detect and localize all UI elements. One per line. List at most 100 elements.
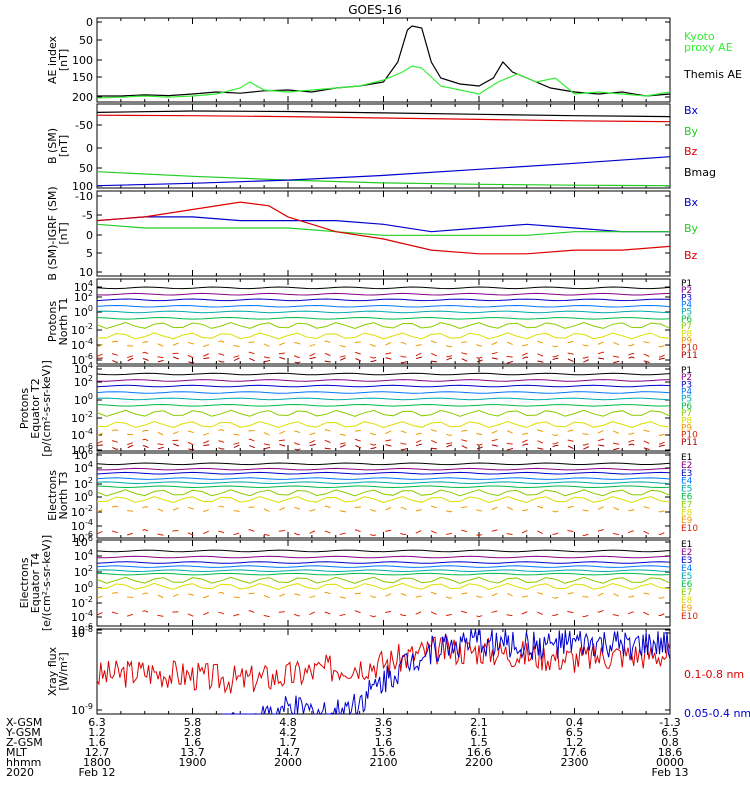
panel-frame	[96, 278, 671, 365]
ephemeris-value: 13.7	[180, 746, 205, 759]
ephemeris-value: 1.2	[88, 726, 106, 739]
y-tick-label: 50	[79, 34, 93, 47]
channel-series	[96, 351, 671, 359]
legend-channel: P11	[681, 351, 698, 361]
channel-series	[97, 582, 671, 590]
channel-series	[96, 304, 671, 308]
legend-channel: E6	[681, 580, 693, 590]
y-axis-label-part: B (SM)	[46, 128, 59, 164]
ephemeris-value: 2300	[561, 756, 589, 769]
channel-series	[96, 403, 671, 407]
channel-series	[96, 477, 671, 480]
y-tick-label: 10-6	[71, 352, 93, 367]
ephemeris-value: 1.2	[566, 736, 584, 749]
channel-series	[96, 298, 671, 302]
y-axis-label-part: B (SM)-IGRF (SM)	[46, 186, 59, 280]
y-axis-label: ProtonsNorth T1	[46, 298, 70, 346]
y-tick-label: 10-6	[71, 622, 93, 637]
y-axis-label-part: North T1	[57, 298, 70, 346]
year-label: 2020	[6, 766, 34, 779]
legend-channel: P2	[681, 286, 692, 296]
ephemeris-value: 1800	[83, 756, 111, 769]
channel-series	[96, 610, 671, 618]
tick-exponent: 2	[88, 564, 93, 573]
tick-base: 10	[71, 354, 85, 367]
tick-exponent: -6	[85, 622, 93, 631]
tick-base: 10	[71, 624, 85, 637]
y-tick-label: -50	[75, 119, 93, 132]
panel-frame	[96, 452, 671, 539]
channel-series	[96, 397, 671, 401]
legend-channel: E7	[681, 500, 692, 510]
y-tick-label: 10-9	[71, 702, 93, 717]
y-tick-label: 102	[74, 476, 93, 491]
ephemeris-value: 18.6	[658, 746, 683, 759]
ephemeris-value: 1.6	[88, 736, 106, 749]
panel-frame	[96, 190, 671, 277]
ephemeris-row-label: Z-GSM	[6, 736, 43, 749]
legend-channel: E10	[681, 612, 698, 622]
tick-exponent: 0	[88, 580, 93, 589]
panel-frame	[96, 365, 671, 452]
ephemeris-value: 1900	[179, 756, 207, 769]
channel-series	[96, 316, 671, 320]
legend-text: 0.1-0.8 nm	[684, 668, 744, 681]
ephemeris-value: 16.6	[467, 746, 492, 759]
series-kyoto-proxy-ae	[96, 65, 671, 99]
legend-entry: Bmag	[684, 166, 716, 179]
legend-channel: P2	[681, 373, 692, 383]
ephemeris-value: 14.7	[276, 746, 301, 759]
channel-series	[96, 555, 671, 559]
tick-base: 10	[71, 429, 85, 442]
legend-entry: Bz	[684, 145, 698, 158]
legend-channel: P7	[681, 409, 692, 419]
series-bx	[96, 156, 671, 187]
panel-frame	[96, 17, 671, 103]
tick-exponent: -2	[85, 322, 93, 331]
channel-series	[96, 591, 671, 599]
x-axis-ephemeris-table: X-GSM 6.3 5.8 4.8 3.6 2.1 0.4 -1.3 Y-GSM 1.2 2.8 4.…	[5, 716, 688, 779]
y-tick-label: 100	[72, 54, 93, 67]
ephemeris-row-label: X-GSM	[6, 716, 42, 729]
legend-entry: Bx	[684, 196, 699, 209]
series-xray	[221, 628, 671, 716]
tick-base: 10	[71, 627, 85, 640]
y-tick-label: -10	[75, 190, 93, 203]
y-tick-label: 200	[72, 91, 93, 104]
legend-entry: By	[684, 222, 699, 235]
y-axis-label: B (SM)-IGRF (SM)[nT]	[46, 186, 70, 280]
legend: Bx By Bz Bmag	[684, 104, 716, 179]
legend-text: By	[684, 222, 699, 235]
legend-channel: P5	[681, 395, 692, 405]
channel-series	[97, 495, 671, 504]
panel-frame	[96, 539, 671, 627]
ephemeris-value: 17.6	[562, 746, 587, 759]
y-tick-label: 50	[79, 162, 93, 175]
y-tick-label: 10-4	[71, 518, 93, 533]
y-axis-label-part: [nT]	[57, 135, 70, 157]
tick-exponent: -2	[85, 410, 93, 419]
ephemeris-value: 6.1	[470, 726, 488, 739]
ephemeris-value: 1.6	[375, 736, 393, 749]
channel-series	[96, 462, 671, 466]
ephemeris-row-label: MLT	[6, 746, 27, 759]
y-axis-label-part: [nT]	[57, 222, 70, 244]
y-axis-label-part: Xray flux	[46, 646, 59, 696]
y-tick-label: -5	[82, 209, 93, 222]
tick-exponent: -6	[85, 530, 93, 539]
legend-channel: P6	[681, 402, 692, 412]
y-axis-label-part: [nT]	[57, 49, 70, 71]
y-tick-label: 102	[74, 564, 93, 579]
legend-text: Bz	[684, 249, 698, 262]
channel-series	[96, 485, 671, 489]
ephemeris-value: 5.3	[375, 726, 393, 739]
y-axis-label: ElectronsNorth T3	[46, 470, 70, 521]
legend-channel: P10	[681, 344, 698, 354]
ephemeris-value: 1.7	[279, 736, 297, 749]
ephemeris-value: 0000	[656, 756, 684, 769]
legend-text: Bz	[684, 145, 698, 158]
legend-text: Bx	[684, 104, 699, 117]
y-axis-label-part: Electrons	[46, 470, 59, 521]
tick-exponent: 0	[88, 392, 93, 401]
